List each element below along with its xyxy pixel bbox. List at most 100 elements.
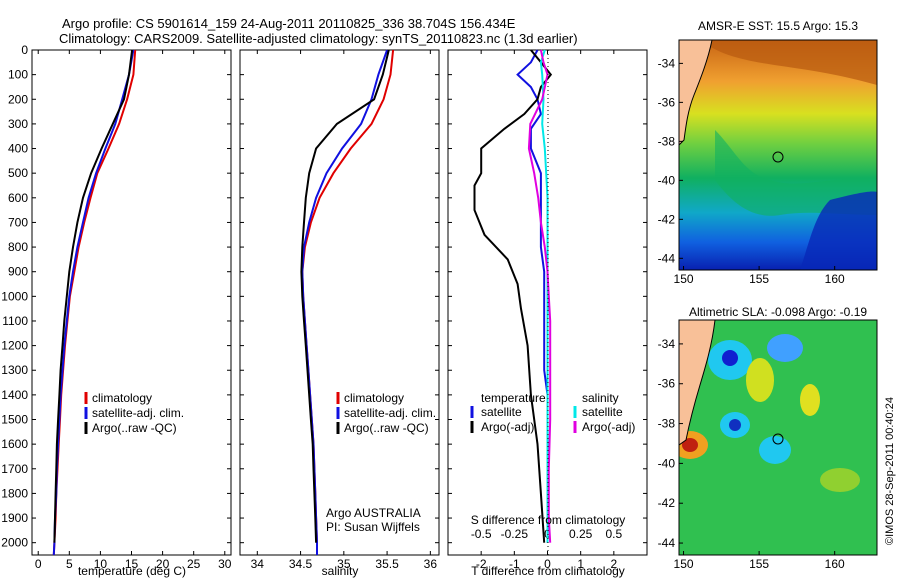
x-tick-label: 15 bbox=[125, 557, 139, 571]
x-tick-label: 1 bbox=[577, 557, 584, 571]
depth-tick-label: 1400 bbox=[1, 388, 28, 402]
lat-tick-label: -44 bbox=[658, 251, 676, 265]
s-difference-axis-label: S difference from climatology bbox=[471, 513, 626, 527]
depth-tick-label: 1700 bbox=[1, 462, 28, 476]
x2-tick-label: -0.25 bbox=[501, 527, 529, 541]
x-tick-label: 30 bbox=[218, 557, 232, 571]
sla-eddy-cold-4 bbox=[759, 436, 791, 464]
sla-map-frame bbox=[678, 319, 878, 556]
depth-tick-label: 700 bbox=[8, 215, 28, 229]
x-tick-label: 25 bbox=[187, 557, 201, 571]
depth-tick-label: 100 bbox=[8, 68, 28, 82]
sla-map bbox=[679, 320, 877, 555]
lon-tick-label: 155 bbox=[749, 557, 769, 571]
x-tick-label: 35.5 bbox=[375, 557, 399, 571]
sla-map-axes: 150 155 160 -34 -36 -38 -40 -42 -44 bbox=[658, 337, 845, 571]
x-tick-label: 20 bbox=[156, 557, 170, 571]
lat-tick-label: -44 bbox=[658, 536, 676, 550]
x-tick-label: 0 bbox=[35, 557, 42, 571]
depth-tick-label: 800 bbox=[8, 240, 28, 254]
credit-program: Argo AUSTRALIA bbox=[326, 506, 421, 520]
sla-eddy-warm-4 bbox=[820, 468, 860, 492]
x-tick-label: 0 bbox=[544, 557, 551, 571]
sla-eddy-cold-1-core bbox=[722, 350, 738, 366]
difference-legend: temperature satellite Argo(-adj) salinit… bbox=[470, 391, 635, 434]
legend-label-satellite: satellite-adj. clim. bbox=[344, 406, 436, 420]
lat-tick-label: -34 bbox=[658, 56, 676, 70]
lon-tick-label: 155 bbox=[749, 272, 769, 286]
lon-tick-label: 160 bbox=[825, 557, 845, 571]
lat-tick-label: -36 bbox=[658, 377, 676, 391]
depth-tick-label: 1500 bbox=[1, 413, 28, 427]
x-tick-label: 5 bbox=[66, 557, 73, 571]
legend-label-argo: Argo(..raw -QC) bbox=[92, 421, 177, 435]
salinity-panel bbox=[239, 49, 440, 556]
x-tick-label: 2 bbox=[610, 557, 617, 571]
lat-tick-label: -42 bbox=[658, 496, 676, 510]
series-s-argo-adj- bbox=[527, 49, 552, 543]
header-title-line1: Argo profile: CS 5901614_159 24-Aug-2011… bbox=[62, 16, 516, 31]
depth-axis: 0 100 200 300 400 500 600 700 800 900 1000 1100 1200… bbox=[1, 43, 647, 550]
x-tick-label: -2 bbox=[476, 557, 487, 571]
x-tick-label: 34.5 bbox=[289, 557, 313, 571]
lat-tick-label: -38 bbox=[658, 134, 676, 148]
depth-tick-label: 1000 bbox=[1, 289, 28, 303]
lat-tick-label: -38 bbox=[658, 417, 676, 431]
t-difference-axis-label: T difference from climatology bbox=[471, 564, 625, 578]
depth-tick-label: 900 bbox=[8, 265, 28, 279]
sst-map-frame bbox=[678, 39, 878, 271]
lat-tick-label: -42 bbox=[658, 212, 676, 226]
series-s-satellite bbox=[539, 49, 549, 543]
sst-front bbox=[715, 130, 877, 216]
depth-tick-label: 1900 bbox=[1, 511, 28, 525]
salinity-legend: climatology satellite-adj. clim. Argo(..… bbox=[336, 391, 436, 435]
sst-argo-marker bbox=[772, 151, 784, 163]
sla-eddy-warm-2 bbox=[746, 358, 774, 402]
temperature-panel bbox=[31, 49, 232, 556]
lon-tick-label: 160 bbox=[825, 272, 845, 286]
series-t-argo-adj- bbox=[473, 49, 553, 543]
lat-tick-label: -34 bbox=[658, 337, 676, 351]
legend-label-t-satellite: satellite bbox=[481, 405, 522, 419]
legend-label-climatology: climatology bbox=[344, 391, 404, 405]
legend-salinity-title: salinity bbox=[582, 391, 619, 405]
lat-tick-label: -36 bbox=[658, 95, 676, 109]
legend-label-s-satellite: satellite bbox=[582, 405, 623, 419]
depth-tick-label: 1800 bbox=[1, 486, 28, 500]
profile-series bbox=[52, 49, 553, 556]
sla-eddy-warm-3 bbox=[800, 384, 820, 416]
sst-cold-pool bbox=[800, 191, 877, 270]
depth-tick-label: 200 bbox=[8, 92, 28, 106]
series-argo-raw-qc- bbox=[300, 49, 390, 543]
temperature-axis-label: temperature (deg C) bbox=[78, 564, 186, 578]
sst-map-axes: 150 155 160 -34 -36 -38 -40 -42 -44 bbox=[658, 56, 845, 286]
lon-tick-label: 150 bbox=[674, 272, 694, 286]
lon-tick-label: 150 bbox=[674, 557, 694, 571]
x-tick-label: 34 bbox=[251, 557, 265, 571]
x2-tick-label: 0.25 bbox=[569, 527, 593, 541]
legend-label-t-argo: Argo(-adj) bbox=[481, 420, 534, 434]
sla-land bbox=[679, 320, 716, 446]
depth-tick-label: 300 bbox=[8, 117, 28, 131]
depth-tick-label: 2000 bbox=[1, 536, 28, 550]
depth-tick-label: 400 bbox=[8, 142, 28, 156]
side-stamp: ©IMOS 28-Sep-2011 00:40:24 bbox=[884, 397, 896, 545]
depth-tick-label: 1300 bbox=[1, 363, 28, 377]
x-tick-label: -1 bbox=[509, 557, 520, 571]
temperature-legend: climatology satellite-adj. clim. Argo(..… bbox=[84, 391, 184, 435]
legend-label-satellite: satellite-adj. clim. bbox=[92, 406, 184, 420]
credit-pi: PI: Susan Wijffels bbox=[326, 520, 420, 534]
sst-land bbox=[679, 40, 713, 146]
salinity-axis-label: salinity bbox=[322, 564, 359, 578]
sst-map bbox=[679, 40, 877, 270]
sst-warm-band bbox=[700, 40, 877, 85]
sst-map-title: AMSR-E SST: 15.5 Argo: 15.3 bbox=[698, 19, 858, 33]
series-argo-raw-qc- bbox=[53, 49, 134, 543]
sla-argo-marker bbox=[772, 433, 784, 445]
x-tick-label: 10 bbox=[94, 557, 108, 571]
x-tick-label: 36 bbox=[424, 557, 438, 571]
lat-tick-label: -40 bbox=[658, 173, 676, 187]
sla-map-title: Altimetric SLA: -0.098 Argo: -0.19 bbox=[689, 305, 867, 319]
x2-tick-label: 0.5 bbox=[605, 527, 622, 541]
